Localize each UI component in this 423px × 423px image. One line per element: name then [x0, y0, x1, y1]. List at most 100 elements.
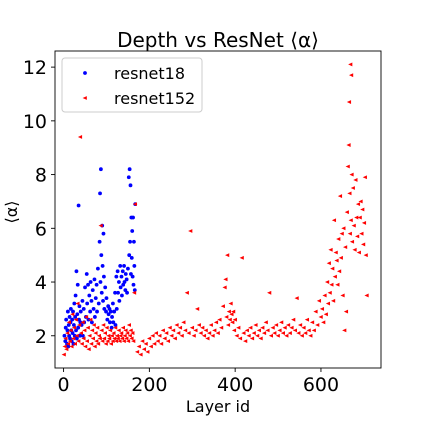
resnet152-point: [186, 331, 191, 335]
resnet18-point: [101, 231, 106, 236]
resnet152-point: [336, 269, 342, 274]
resnet152-point: [81, 336, 86, 341]
resnet152-point: [125, 331, 130, 335]
resnet152-point: [152, 341, 157, 346]
resnet152-point: [244, 328, 249, 333]
resnet152-point: [356, 250, 361, 255]
resnet152-point: [229, 312, 234, 317]
resnet152-point: [347, 191, 352, 196]
resnet152-point: [256, 328, 261, 333]
resnet152-point: [228, 301, 233, 306]
resnet152-point: [210, 333, 215, 338]
resnet152-point: [200, 325, 205, 330]
resnet18-point: [126, 175, 131, 180]
resnet152-point: [263, 320, 268, 325]
resnet152-point: [91, 323, 96, 327]
resnet152-point: [105, 339, 110, 344]
resnet152-point: [107, 328, 113, 333]
resnet18-point: [89, 320, 94, 325]
resnet152-point: [132, 202, 138, 207]
resnet152-point: [80, 320, 85, 325]
resnet152-point: [109, 333, 114, 338]
resnet18-point: [76, 325, 81, 330]
resnet18-point: [120, 293, 124, 298]
resnet152-point: [207, 331, 212, 335]
resnet152-point: [122, 333, 127, 338]
series-resnet18: [62, 167, 138, 349]
resnet18-point: [113, 290, 117, 295]
resnet18-point: [94, 282, 99, 287]
legend-box: [61, 57, 203, 113]
resnet152-point: [93, 331, 98, 335]
resnet18-point: [68, 306, 73, 311]
resnet18-point: [87, 293, 92, 298]
resnet152-point: [130, 331, 135, 335]
resnet152-point: [227, 317, 232, 322]
resnet18-point: [97, 239, 102, 244]
resnet152-point: [169, 333, 174, 338]
resnet152-point: [97, 336, 102, 341]
resnet152-point: [359, 231, 364, 236]
resnet152-point: [212, 328, 217, 333]
resnet152-point: [102, 331, 107, 335]
resnet18-point: [83, 285, 87, 290]
resnet152-point: [79, 341, 84, 346]
resnet18-point: [117, 280, 121, 284]
plot-frame: [54, 50, 382, 369]
resnet152-point: [157, 333, 162, 338]
resnet152-point: [138, 352, 143, 357]
resnet152-point: [92, 344, 97, 349]
resnet18-point: [129, 255, 134, 260]
resnet152-point: [128, 328, 133, 333]
resnet152-point: [205, 336, 210, 341]
x-tick-label: 0: [58, 374, 70, 396]
resnet18-point: [66, 344, 71, 349]
resnet152-point: [193, 328, 198, 333]
resnet18-point: [111, 301, 115, 306]
resnet152-point: [258, 336, 263, 341]
resnet152-point: [136, 344, 141, 349]
resnet152-point: [249, 336, 255, 341]
resnet152-point: [68, 328, 73, 333]
resnet152-point: [285, 323, 291, 327]
resnet152-point: [140, 339, 145, 344]
resnet18-point: [93, 296, 98, 301]
resnet152-point: [291, 317, 296, 322]
resnet18-point: [118, 264, 123, 268]
resnet152-point: [277, 328, 282, 333]
resnet152-point: [231, 309, 236, 314]
resnet152-point: [355, 234, 360, 239]
resnet152-point: [239, 255, 244, 260]
resnet18-point: [86, 282, 90, 287]
resnet18-point: [81, 306, 86, 311]
resnet152-point: [322, 293, 327, 298]
resnet152-point: [179, 333, 184, 338]
resnet152-point: [333, 250, 338, 255]
resnet152-point: [94, 339, 99, 344]
resnet18-point: [104, 296, 109, 301]
resnet152-point: [301, 325, 306, 330]
resnet152-point: [177, 325, 183, 330]
resnet152-point: [198, 331, 203, 335]
resnet152-point: [145, 349, 150, 354]
resnet18-point: [78, 309, 83, 314]
resnet152-point: [131, 339, 136, 344]
resnet152-point: [308, 333, 313, 338]
resnet18-point: [90, 288, 95, 292]
resnet152-point: [120, 325, 126, 330]
resnet18-point: [126, 266, 130, 271]
resnet18-point: [71, 309, 75, 314]
resnet18-point: [117, 298, 122, 303]
resnet152-point: [148, 344, 153, 349]
resnet152-point: [183, 328, 188, 333]
resnet18-point: [98, 167, 103, 172]
resnet152-point: [344, 210, 349, 215]
resnet18-point: [106, 312, 111, 317]
resnet18-point: [80, 333, 85, 338]
resnet18-point: [101, 298, 105, 303]
resnet152-point: [124, 336, 129, 341]
resnet152-point: [65, 341, 71, 346]
resnet152-point: [325, 301, 331, 306]
resnet152-point: [83, 315, 89, 319]
resnet18-point: [96, 301, 101, 306]
